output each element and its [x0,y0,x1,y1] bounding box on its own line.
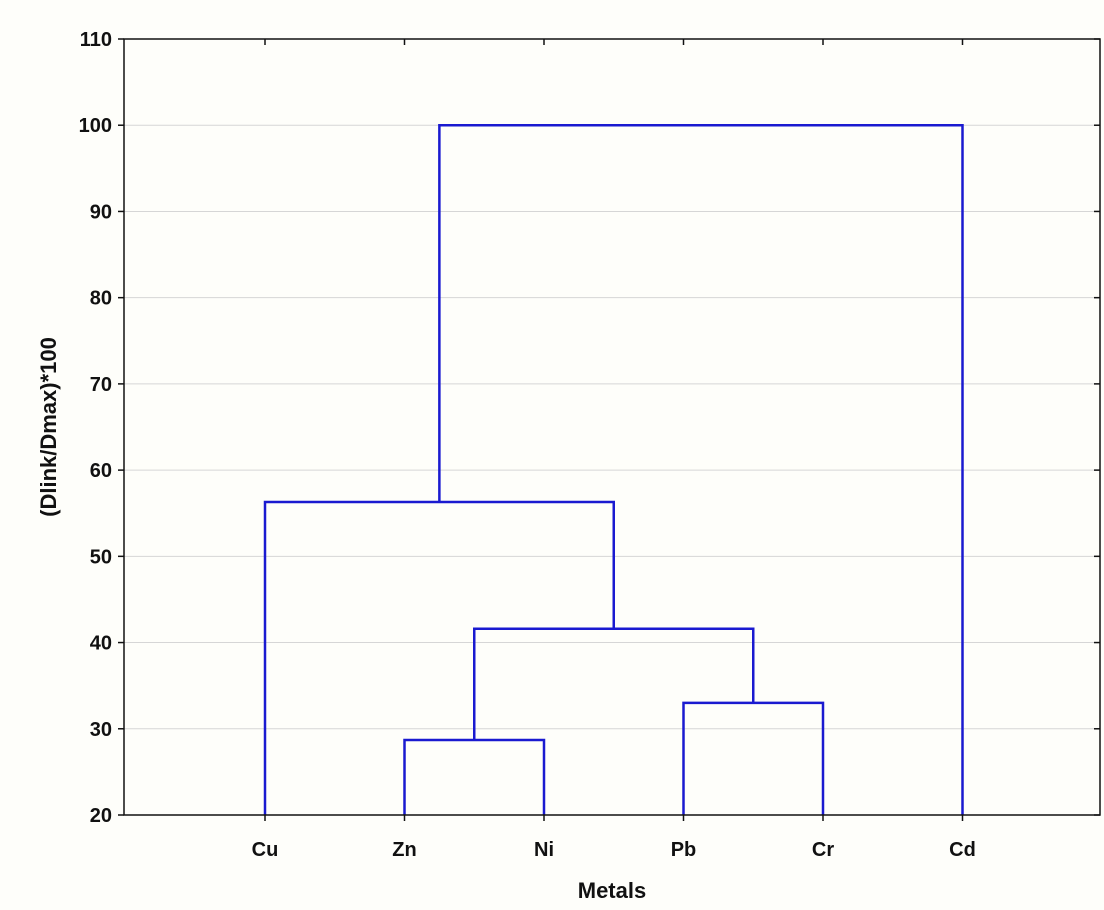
leaf-label-pb: Pb [671,839,697,861]
y-axis-title: (Dlink/Dmax)*100 [36,337,61,517]
merge-link-4 [265,502,614,815]
leaf-label-zn: Zn [392,839,416,861]
y-tick-label: 50 [90,546,112,568]
y-tick-label: 30 [90,719,112,741]
y-tick-label: 40 [90,633,112,655]
y-tick-label: 90 [90,201,112,223]
merge-link-3 [474,629,753,740]
x-axis-title: Metals [578,878,646,903]
y-tick-label: 20 [90,805,112,827]
leaf-label-cd: Cd [949,839,976,861]
grid-lines [124,125,1100,729]
leaf-label-cu: Cu [252,839,279,861]
y-tick-label: 60 [90,460,112,482]
merge-link-2 [684,703,824,815]
leaf-label-ni: Ni [534,839,554,861]
y-tick-label: 70 [90,374,112,396]
y-tick-label: 100 [79,115,112,137]
merge-link-1 [405,740,545,815]
y-tick-label: 110 [80,29,112,51]
leaf-label-cr: Cr [812,839,834,861]
axis-ticks: 20 30 40 50 60 70 80 90 100 110 Cu Zn Ni Pb Cr Cd [79,29,1100,861]
y-tick-label: 80 [90,288,112,310]
plot-frame [124,39,1100,815]
